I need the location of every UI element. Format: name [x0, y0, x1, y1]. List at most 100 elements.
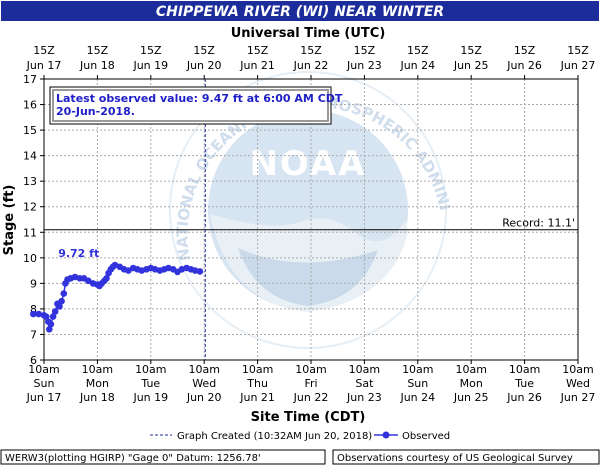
x-tick-date-6: Jun 23: [346, 391, 382, 404]
x-tick-day-4: Thu: [246, 377, 268, 390]
top-tick-hour-6: 15Z: [354, 44, 376, 57]
record-label: Record: 11.1': [502, 217, 575, 230]
x-tick-date-3: Jun 20: [186, 391, 222, 404]
observed-point-1: [35, 310, 42, 318]
observed-point-12: [60, 290, 68, 297]
x-tick-day-1: Mon: [86, 377, 109, 390]
top-tick-date-1: Jun 18: [79, 59, 115, 72]
y-tick-label-7: 7: [30, 328, 37, 341]
y-tick-label-16: 16: [23, 99, 37, 112]
top-tick-date-8: Jun 25: [453, 59, 489, 72]
chart-title: CHIPPEWA RIVER (WI) NEAR WINTER: [156, 4, 444, 20]
x-tick-time-6: 10am: [349, 363, 380, 376]
observed-point-7: [49, 313, 57, 320]
top-tick-hour-10: 15Z: [567, 44, 589, 57]
x-tick-day-6: Sat: [355, 377, 374, 390]
x-tick-date-4: Jun 21: [239, 391, 275, 404]
observed-point-0: [30, 310, 37, 318]
x-tick-time-2: 10am: [135, 363, 166, 376]
y-tick-label-10: 10: [23, 252, 37, 265]
x-tick-day-2: Tue: [140, 377, 160, 390]
noaa-watermark-logo: NOAA NATIONAL OCEANIC AND ATMOSPHERIC AD…: [0, 0, 454, 349]
x-tick-day-5: Fri: [304, 377, 317, 390]
y-tick-label-17: 17: [23, 73, 37, 86]
observed-point-5: [46, 326, 53, 333]
x-tick-date-0: Jun 17: [26, 391, 62, 404]
x-tick-time-4: 10am: [242, 363, 273, 376]
top-tick-date-3: Jun 20: [186, 59, 222, 72]
title-bar: [1, 1, 599, 21]
observed-series-line: [33, 264, 201, 330]
top-tick-hour-5: 15Z: [300, 44, 322, 57]
observed-point-3: [42, 313, 50, 320]
top-tick-hour-8: 15Z: [460, 44, 482, 57]
y-tick-label-6: 6: [30, 354, 37, 367]
y-tick-label-8: 8: [30, 303, 37, 316]
top-tick-date-10: Jun 27: [560, 59, 596, 72]
top-tick-hour-2: 15Z: [140, 44, 162, 57]
top-tick-hour-1: 15Z: [87, 44, 109, 57]
top-tick-date-0: Jun 17: [26, 59, 62, 72]
x-tick-day-0: Sun: [34, 377, 55, 390]
x-tick-date-9: Jun 26: [506, 391, 542, 404]
top-tick-hour-7: 15Z: [407, 44, 429, 57]
footer-datum-text: WERW3(plotting HGIRP) "Gage 0" Datum: 12…: [5, 453, 261, 464]
y-axis-title: Stage (ft): [2, 185, 17, 256]
x-tick-date-8: Jun 25: [453, 391, 489, 404]
legend-graph-created-label: Graph Created (10:32AM Jun 20, 2018): [177, 431, 372, 442]
top-tick-hour-9: 15Z: [514, 44, 536, 57]
plot-frame: [43, 78, 579, 361]
observed-point-48: [196, 268, 204, 275]
peak-value-label: 9.72 ft: [58, 247, 99, 260]
y-tick-label-15: 15: [23, 124, 37, 137]
x-tick-day-10: Wed: [566, 377, 590, 390]
x-tick-date-5: Jun 22: [293, 391, 329, 404]
x-tick-time-8: 10am: [455, 363, 486, 376]
y-tick-label-9: 9: [30, 277, 37, 290]
top-tick-date-9: Jun 26: [506, 59, 542, 72]
observed-point-10: [56, 303, 63, 310]
observed-point-25: [103, 275, 110, 282]
footer-left-box: [0, 449, 326, 465]
footer-right-box: [332, 449, 600, 465]
top-tick-date-5: Jun 22: [293, 59, 329, 72]
legend: Graph Created (10:32AM Jun 20, 2018) Obs…: [150, 431, 450, 442]
x-tick-time-5: 10am: [295, 363, 326, 376]
top-tick-date-7: Jun 24: [399, 59, 435, 72]
y-tick-label-12: 12: [23, 201, 37, 214]
x-tick-date-10: Jun 27: [560, 391, 596, 404]
x-tick-time-7: 10am: [402, 363, 433, 376]
y-tick-label-11: 11: [23, 226, 37, 239]
watermark-logo-text: NOAA: [249, 144, 366, 184]
top-tick-date-6: Jun 23: [346, 59, 382, 72]
x-tick-day-8: Mon: [460, 377, 483, 390]
footer-source-text: Observations courtesy of US Geological S…: [337, 453, 573, 464]
x-axis-title: Site Time (CDT): [251, 410, 366, 425]
x-tick-time-1: 10am: [82, 363, 113, 376]
x-tick-day-9: Tue: [514, 377, 534, 390]
y-tick-label-13: 13: [23, 175, 37, 188]
x-tick-date-2: Jun 19: [132, 391, 168, 404]
top-tick-date-4: Jun 21: [239, 59, 275, 72]
legend-observed-label: Observed: [402, 431, 450, 442]
top-tick-date-2: Jun 19: [132, 59, 168, 72]
x-tick-time-3: 10am: [188, 363, 219, 376]
observed-point-8: [51, 308, 59, 315]
x-tick-time-0: 10am: [28, 363, 59, 376]
x-tick-day-7: Sun: [407, 377, 428, 390]
top-tick-hour-3: 15Z: [193, 44, 215, 57]
x-tick-time-10: 10am: [562, 363, 593, 376]
top-tick-hour-4: 15Z: [247, 44, 269, 57]
x-tick-time-9: 10am: [509, 363, 540, 376]
latest-observed-box: Latest observed value: 9.47 ft at 6:00 A…: [49, 86, 343, 125]
latest-observed-line2: 20-Jun-2018.: [56, 105, 135, 118]
x-tick-date-1: Jun 18: [79, 391, 115, 404]
x-tick-day-3: Wed: [192, 377, 216, 390]
legend-observed-marker: [382, 431, 390, 439]
top-axis-title: Universal Time (UTC): [231, 26, 386, 41]
observed-point-6: [47, 320, 55, 328]
y-tick-label-14: 14: [23, 150, 37, 163]
observed-point-11: [58, 297, 65, 305]
x-tick-date-7: Jun 24: [399, 391, 435, 404]
